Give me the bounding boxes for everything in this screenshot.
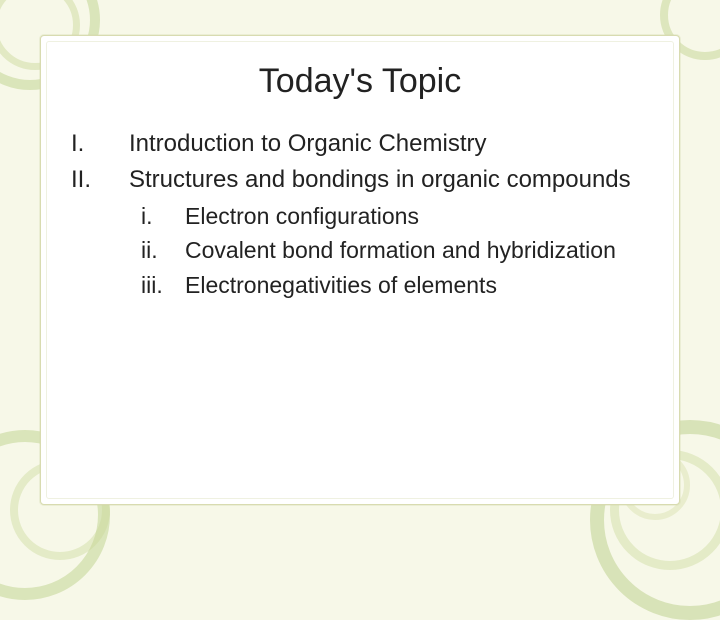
outline-subitem: iii. Electronegativities of elements [141, 269, 649, 301]
outline-list: I. Introduction to Organic Chemistry II.… [71, 127, 649, 301]
outline-subitem: ii. Covalent bond formation and hybridiz… [141, 234, 649, 266]
outline-item: I. Introduction to Organic Chemistry [71, 127, 649, 161]
outline-subitem-text: Electronegativities of elements [185, 269, 649, 301]
outline-subitem-text: Covalent bond formation and hybridizatio… [185, 234, 649, 266]
outline-subitem-number: iii. [141, 269, 185, 301]
outline-item-number: II. [71, 163, 129, 197]
slide-title: Today's Topic [71, 62, 649, 101]
slide-panel: Today's Topic I. Introduction to Organic… [40, 35, 680, 505]
outline-item: II. Structures and bondings in organic c… [71, 163, 649, 197]
outline-item-number: I. [71, 127, 129, 161]
outline-subitem-text: Electron configurations [185, 200, 649, 232]
outline-subitem-number: i. [141, 200, 185, 232]
outline-subitem: i. Electron configurations [141, 200, 649, 232]
outline-item-text: Structures and bondings in organic compo… [129, 163, 649, 197]
outline-item-text: Introduction to Organic Chemistry [129, 127, 649, 161]
outline-sublist: i. Electron configurations ii. Covalent … [141, 200, 649, 301]
outline-subitem-number: ii. [141, 234, 185, 266]
